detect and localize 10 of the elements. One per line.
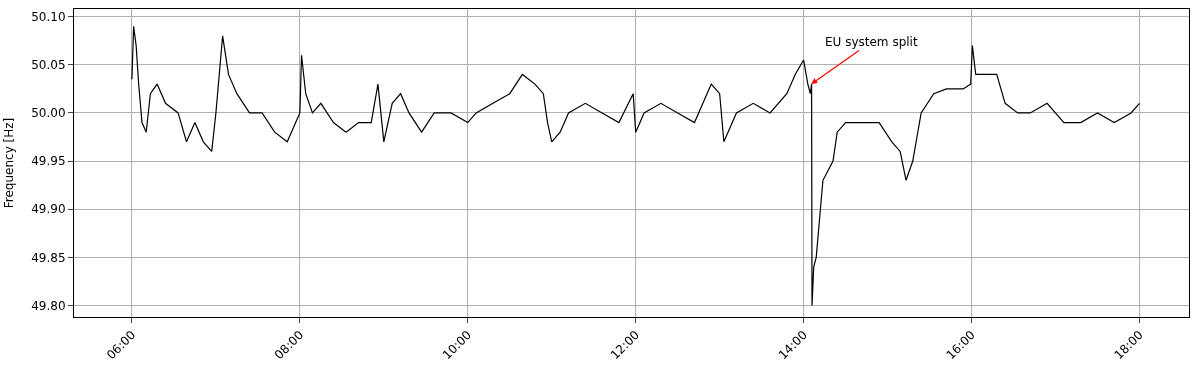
y-tick-label: 49.80 <box>31 298 66 313</box>
y-tick-label: 50.00 <box>31 106 66 121</box>
y-tick-label: 49.95 <box>31 154 66 169</box>
y-tick-label: 50.10 <box>31 9 66 24</box>
y-tick-label: 49.85 <box>31 250 66 265</box>
annotation: EU system split <box>825 35 918 49</box>
y-tick-label: 49.90 <box>31 202 66 217</box>
y-axis-title: Frequency [Hz] <box>1 117 16 209</box>
y-tick-label: 50.05 <box>31 58 66 73</box>
line-series <box>131 25 1141 307</box>
